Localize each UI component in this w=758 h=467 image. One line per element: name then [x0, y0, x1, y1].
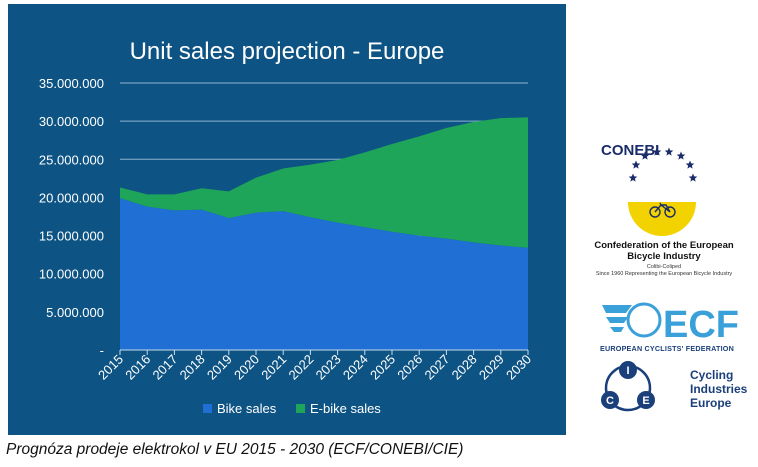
x-tick-label: 2017 — [149, 352, 180, 383]
ecf-letters: ECF — [663, 304, 739, 346]
y-tick-label: 10.000.000 — [39, 267, 104, 282]
y-axis: - 5.000.000 10.000.000 15.000.000 20.000.000… — [39, 76, 104, 358]
x-tick-label: 2019 — [204, 352, 235, 383]
bicycle-icon — [649, 202, 676, 218]
y-tick-label: 35.000.000 — [39, 76, 104, 91]
x-tick-label: 2029 — [476, 352, 507, 383]
cie-circle-i — [619, 361, 637, 379]
cie-logo: C I E — [601, 361, 655, 412]
conebi-full-name-line2: Bicycle Industry — [627, 251, 701, 262]
legend-label: E-bike sales — [310, 401, 381, 416]
ecf-logo: ECF — [602, 302, 739, 346]
cie-circle-c — [601, 391, 619, 409]
star-icon — [685, 160, 695, 169]
star-icon — [628, 173, 638, 182]
conebi-full-name: Confederation of the European Bicycle In… — [570, 240, 758, 262]
star-icon — [676, 151, 686, 160]
chart-svg: Unit sales projection - Europe - 5.000.00… — [39, 38, 534, 416]
x-tick-label: 2023 — [313, 352, 344, 383]
y-tick-label: 15.000.000 — [39, 229, 104, 244]
ecf-tagline: EUROPEAN CYCLISTS' FEDERATION — [600, 344, 734, 353]
conebi-sub-line1: Colibi-Coliped — [646, 264, 682, 270]
conebi-name: CONEBI — [601, 142, 660, 159]
y-tick-label: 30.000.000 — [39, 114, 104, 129]
conebi-wheel-icon — [628, 202, 696, 236]
cie-text: Cycling Industries Europe — [690, 368, 747, 410]
legend-swatch — [203, 404, 212, 413]
cie-circle-e — [637, 391, 655, 409]
cie-line2: Industries — [690, 382, 748, 396]
x-tick-label: 2020 — [231, 352, 262, 383]
area-layer — [120, 117, 528, 350]
chart-panel: Unit sales projection - Europe - 5.000.00… — [8, 4, 566, 435]
ecf-wings-icon — [602, 305, 632, 332]
conebi-logo — [628, 147, 698, 236]
x-tick-label: 2028 — [449, 352, 480, 383]
cie-letter-c: C — [606, 395, 614, 407]
cie-line1: Cycling — [690, 368, 734, 382]
legend-swatch — [296, 404, 305, 413]
x-tick-label: 2030 — [503, 352, 534, 383]
series-area-e-bike-sales — [120, 117, 528, 248]
conebi-full-name-line1: Confederation of the European — [594, 240, 734, 251]
chart-title: Unit sales projection - Europe — [130, 38, 445, 65]
x-tick-label: 2022 — [285, 352, 316, 383]
y-tick-label: - — [100, 343, 104, 358]
x-axis: 2015201620172018201920202021202220232024… — [95, 349, 534, 383]
conebi-subtitle: Colibi-Coliped Since 1960 Representing t… — [570, 264, 758, 278]
y-tick-label: 5.000.000 — [46, 305, 104, 320]
x-tick-label: 2021 — [258, 352, 289, 383]
caption: Prognóza prodeje elektrokol v EU 2015 - … — [6, 441, 464, 458]
x-tick-label: 2016 — [122, 352, 153, 383]
star-icon — [664, 147, 674, 156]
ecf-wheel-icon — [626, 302, 662, 338]
x-tick-label: 2026 — [394, 352, 425, 383]
star-icon — [640, 151, 650, 160]
star-icon — [652, 147, 662, 156]
cie-letter-e: E — [642, 395, 649, 407]
star-icon — [688, 173, 698, 182]
x-tick-label: 2027 — [421, 352, 452, 383]
cie-line3: Europe — [690, 396, 732, 410]
conebi-sub-line2: Since 1960 Representing the European Bic… — [595, 271, 733, 277]
logos-column: ECF C I E — [601, 147, 739, 412]
cie-letter-i: I — [626, 365, 629, 377]
x-tick-label: 2018 — [177, 352, 208, 383]
star-icon — [631, 160, 641, 169]
y-tick-label: 20.000.000 — [39, 190, 104, 205]
x-tick-label: 2025 — [367, 352, 398, 383]
series-area-bike-sales — [120, 198, 528, 350]
legend: Bike sales E-bike sales — [203, 401, 381, 416]
y-tick-label: 25.000.000 — [39, 152, 104, 167]
x-tick-label: 2024 — [340, 352, 371, 383]
legend-label: Bike sales — [217, 401, 277, 416]
